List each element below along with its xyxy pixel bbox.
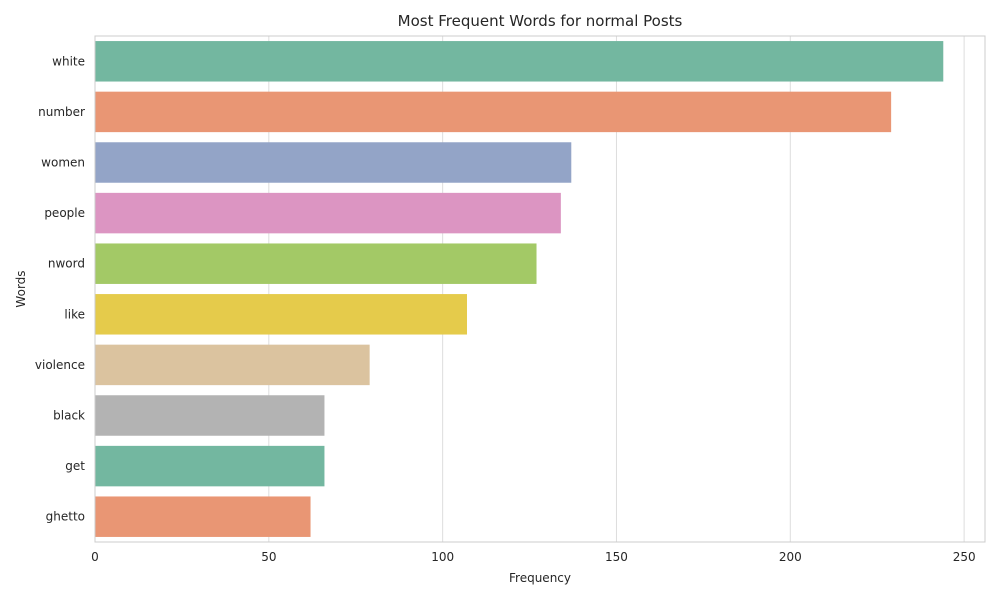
x-tick-label: 50 <box>261 550 276 564</box>
y-tick-label-nword: nword <box>48 257 85 271</box>
y-tick-label-women: women <box>41 156 85 170</box>
bar-like <box>95 294 467 335</box>
y-tick-label-violence: violence <box>35 358 85 372</box>
y-tick-label-number: number <box>38 105 85 119</box>
y-tick-label-white: white <box>52 54 85 68</box>
y-tick-label-get: get <box>65 459 85 473</box>
bar-nword <box>95 243 537 284</box>
y-axis-ticks: white number women people nword like violence b… <box>35 54 85 523</box>
x-tick-label: 200 <box>779 550 802 564</box>
bar-women <box>95 142 572 183</box>
x-tick-label: 150 <box>605 550 628 564</box>
plot-area-frame <box>94 35 986 543</box>
y-tick-label-black: black <box>53 409 85 423</box>
bar-ghetto <box>95 496 311 537</box>
bar-number <box>95 91 892 133</box>
chart-title: Most Frequent Words for normal Posts <box>398 12 683 30</box>
x-tick-label: 100 <box>431 550 454 564</box>
bar-black <box>95 395 325 436</box>
y-tick-label-people: people <box>44 206 85 220</box>
bars <box>95 41 944 537</box>
bar-white <box>95 41 944 82</box>
x-tick-label: 250 <box>953 550 976 564</box>
bar-people <box>95 192 561 234</box>
x-axis-label: Frequency <box>509 571 571 585</box>
x-tick-label: 0 <box>91 550 99 564</box>
bar-get <box>95 445 325 487</box>
y-axis-label: Words <box>14 270 28 307</box>
bar-violence <box>95 344 370 386</box>
x-axis-ticks: 0 50 100 150 200 250 <box>91 550 975 564</box>
y-tick-label-ghetto: ghetto <box>46 510 85 524</box>
y-tick-label-like: like <box>64 307 85 321</box>
